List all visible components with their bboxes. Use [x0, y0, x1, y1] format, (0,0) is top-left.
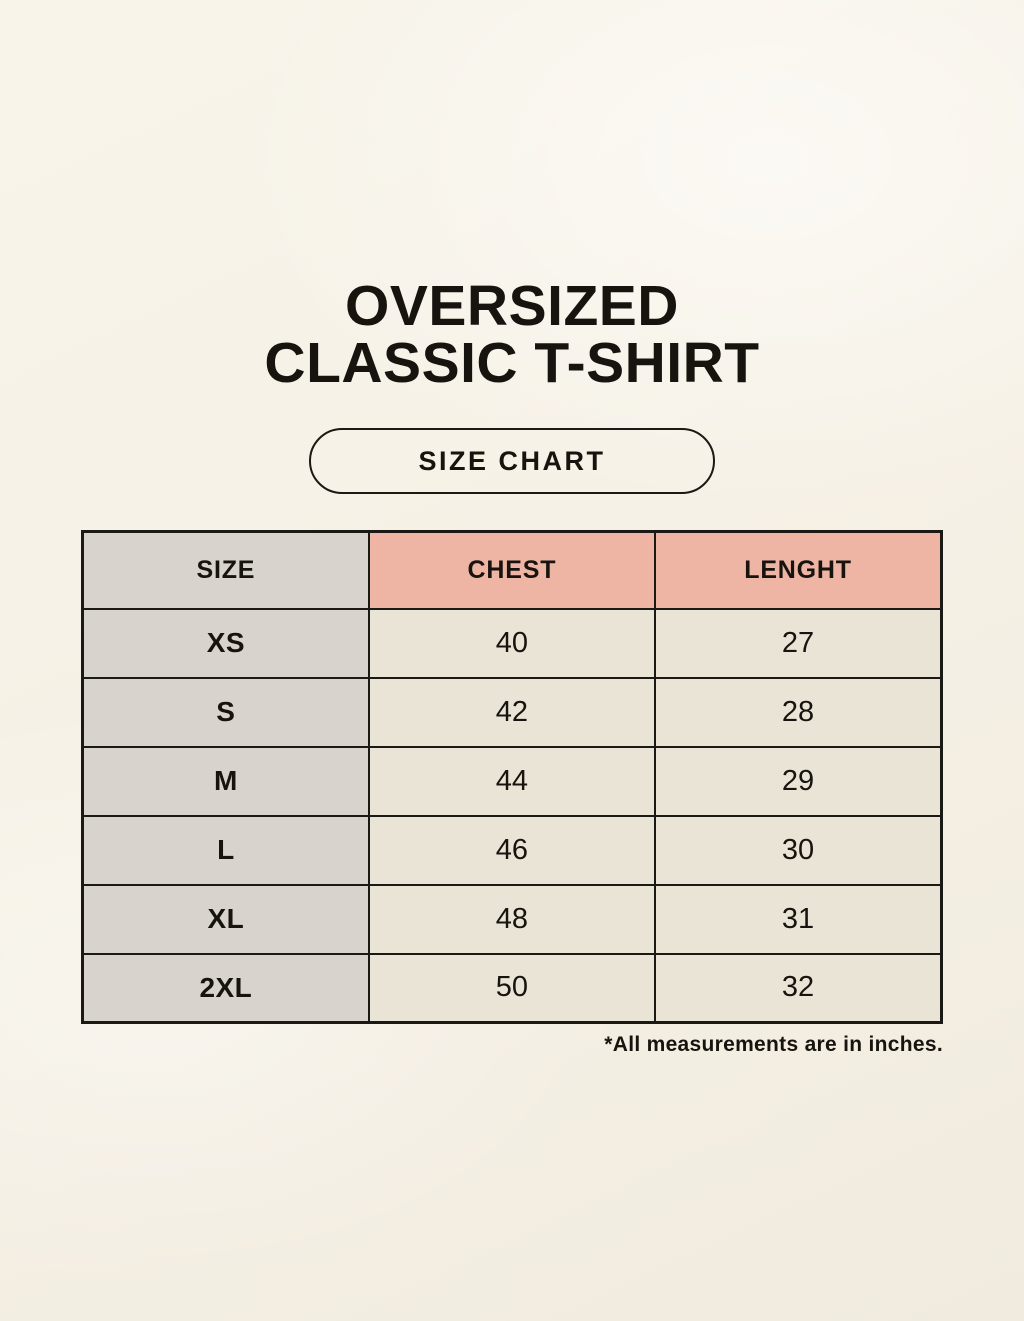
table-header-row: SIZE CHEST LENGHT [81, 530, 943, 610]
length-value: 28 [654, 676, 943, 748]
chest-value: 46 [367, 814, 657, 886]
length-value: 31 [654, 883, 943, 955]
size-chart-table: SIZE CHEST LENGHT XS 40 27 S 42 28 M 44 … [81, 530, 943, 1024]
chest-value: 44 [367, 745, 657, 817]
size-chart-table-body: XS 40 27 S 42 28 M 44 29 L 46 30 XL 48 [81, 607, 943, 1024]
size-chart-table-header: SIZE CHEST LENGHT [81, 530, 943, 610]
column-header-size: SIZE [81, 530, 370, 610]
table-row: S 42 28 [81, 676, 943, 748]
size-label: XS [81, 607, 370, 679]
table-row: XS 40 27 [81, 607, 943, 679]
size-label: L [81, 814, 370, 886]
page-title-line-2: CLASSIC T-SHIRT [264, 331, 760, 395]
page-title-line-1: OVERSIZED [345, 274, 679, 338]
length-value: 29 [654, 745, 943, 817]
length-value: 32 [654, 952, 943, 1024]
table-row: L 46 30 [81, 814, 943, 886]
table-row: M 44 29 [81, 745, 943, 817]
size-label: 2XL [81, 952, 370, 1024]
column-header-chest: CHEST [367, 530, 657, 610]
chest-value: 48 [367, 883, 657, 955]
length-value: 27 [654, 607, 943, 679]
size-chart-button[interactable]: SIZE CHART [309, 428, 715, 494]
table-row: 2XL 50 32 [81, 952, 943, 1024]
size-label: XL [81, 883, 370, 955]
measurements-footnote: *All measurements are in inches. [604, 1033, 943, 1056]
chest-value: 40 [367, 607, 657, 679]
column-header-length: LENGHT [654, 530, 943, 610]
size-label: S [81, 676, 370, 748]
table-row: XL 48 31 [81, 883, 943, 955]
chest-value: 50 [367, 952, 657, 1024]
length-value: 30 [654, 814, 943, 886]
size-label: M [81, 745, 370, 817]
chest-value: 42 [367, 676, 657, 748]
page-title: OVERSIZED CLASSIC T-SHIRT [0, 0, 1024, 392]
